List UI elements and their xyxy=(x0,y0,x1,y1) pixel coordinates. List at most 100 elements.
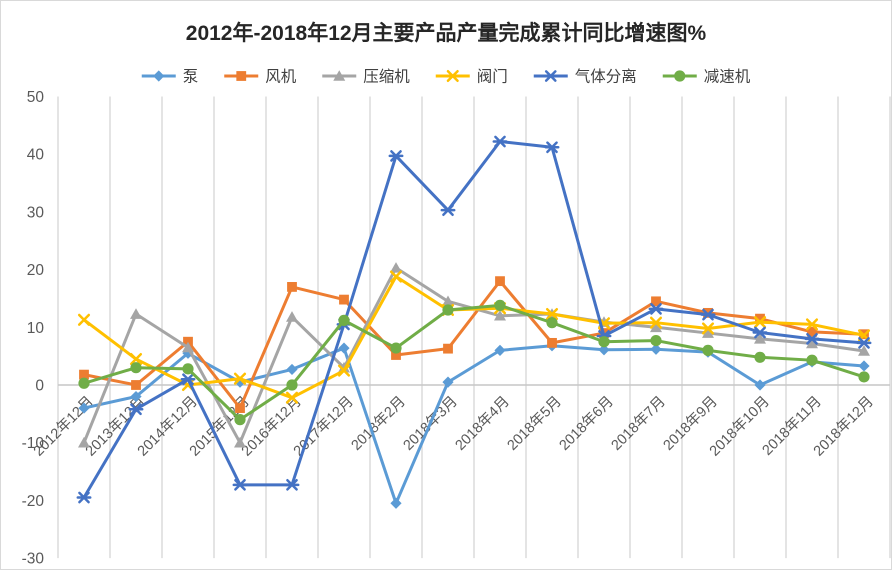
series-line xyxy=(82,279,866,410)
data-point-marker-diamond xyxy=(442,376,454,388)
data-point-marker-triangle xyxy=(806,337,818,349)
data-point-marker-diamond xyxy=(153,70,165,82)
data-point-marker-circle xyxy=(338,314,350,326)
chart-title: 2012年-2018年12月主要产品产量完成累计同比增速图% xyxy=(186,21,707,45)
data-point-marker-triangle xyxy=(182,341,194,353)
data-point-marker-asterisk xyxy=(284,478,300,491)
data-point-marker-circle xyxy=(78,377,90,389)
data-point-marker-x xyxy=(753,316,767,329)
data-point-marker-square xyxy=(391,350,401,360)
data-point-marker-diamond xyxy=(598,344,610,356)
y-axis-tick-label: 20 xyxy=(27,262,45,279)
legend: 泵 风机 压缩机 阀门 气体分离 减速机 xyxy=(141,68,751,86)
y-axis-tick-label: -30 xyxy=(22,551,45,568)
data-point-marker-diamond xyxy=(650,343,662,355)
data-point-marker-triangle xyxy=(650,321,662,333)
series-line xyxy=(82,303,866,422)
data-point-marker-circle xyxy=(182,363,194,375)
y-axis-tick-label: 40 xyxy=(27,147,45,164)
data-point-marker-circle xyxy=(806,354,818,366)
y-axis-tick-label: -20 xyxy=(22,493,45,510)
data-point-marker-circle xyxy=(494,299,506,311)
data-point-marker-square xyxy=(495,276,505,287)
data-point-marker-triangle xyxy=(234,436,246,448)
data-point-marker-asterisk xyxy=(388,150,404,162)
data-point-marker-x xyxy=(545,307,559,321)
y-axis-tick-label: 50 xyxy=(27,89,45,106)
data-point-marker-triangle xyxy=(754,333,766,344)
data-point-marker-square xyxy=(235,403,245,413)
data-point-marker-triangle xyxy=(494,309,506,321)
data-point-marker-circle xyxy=(130,362,142,374)
data-point-marker-asterisk xyxy=(543,70,559,82)
data-point-marker-triangle xyxy=(858,345,870,356)
data-point-marker-square xyxy=(131,380,141,390)
y-axis-tick-label: -10 xyxy=(22,435,45,452)
data-point-marker-x xyxy=(649,316,663,329)
data-point-marker-square xyxy=(755,313,765,324)
data-point-marker-diamond xyxy=(338,342,350,354)
data-point-marker-triangle xyxy=(286,311,298,322)
data-point-marker-diamond xyxy=(754,379,766,391)
data-point-marker-triangle xyxy=(78,436,90,448)
data-point-marker-asterisk xyxy=(232,478,248,491)
legend-label: 泵 xyxy=(183,69,199,86)
data-point-marker-x xyxy=(285,391,299,404)
data-point-marker-circle xyxy=(674,70,686,82)
series-line xyxy=(82,140,866,500)
data-point-marker-asterisk xyxy=(700,308,716,321)
data-point-marker-circle xyxy=(858,371,870,383)
y-axis-tick-label: 0 xyxy=(35,378,44,395)
data-point-marker-diamond xyxy=(858,360,870,372)
data-point-marker-diamond xyxy=(78,402,90,414)
data-point-marker-square xyxy=(339,294,349,305)
legend-label: 减速机 xyxy=(704,68,751,86)
data-point-marker-x xyxy=(233,372,247,385)
series-4 xyxy=(76,135,872,504)
legend-item: 压缩机 xyxy=(322,68,410,86)
data-point-marker-x xyxy=(129,352,143,366)
data-point-marker-diamond xyxy=(130,390,142,403)
data-point-marker-circle xyxy=(754,351,766,363)
legend-label: 气体分离 xyxy=(575,68,637,86)
data-point-marker-circle xyxy=(598,336,610,348)
data-point-marker-square xyxy=(547,337,557,348)
data-point-marker-circle xyxy=(702,344,714,356)
data-point-marker-triangle xyxy=(130,308,142,319)
data-point-marker-triangle xyxy=(333,70,346,81)
data-point-marker-square xyxy=(79,369,89,380)
data-point-marker-diamond xyxy=(286,363,298,376)
data-point-marker-triangle xyxy=(442,295,454,307)
legend-label: 阀门 xyxy=(477,68,508,86)
data-point-marker-diamond xyxy=(390,497,402,509)
series-line xyxy=(82,344,866,505)
legend-item: 泵 xyxy=(141,69,199,86)
data-point-marker-square xyxy=(651,296,661,307)
series-5 xyxy=(78,299,870,426)
legend-label: 压缩机 xyxy=(363,68,410,86)
data-point-marker-x xyxy=(77,313,91,326)
data-point-marker-circle xyxy=(286,379,298,391)
data-point-marker-triangle xyxy=(338,361,350,373)
data-point-marker-circle xyxy=(234,414,246,426)
data-point-marker-square xyxy=(443,343,453,354)
data-point-marker-triangle xyxy=(702,327,714,338)
data-point-marker-diamond xyxy=(494,344,506,356)
data-point-marker-square xyxy=(807,327,817,337)
data-point-marker-x xyxy=(701,322,715,335)
data-point-marker-circle xyxy=(442,304,454,316)
series-0 xyxy=(78,340,870,509)
data-point-marker-diamond xyxy=(182,347,194,359)
data-point-marker-asterisk xyxy=(76,491,92,504)
data-point-marker-x xyxy=(446,69,459,83)
data-point-marker-asterisk xyxy=(648,302,664,315)
data-point-marker-asterisk xyxy=(804,332,820,345)
legend-item: 风机 xyxy=(224,68,297,86)
legend-label: 风机 xyxy=(265,68,297,86)
data-point-marker-asterisk xyxy=(128,403,144,416)
data-point-marker-square xyxy=(236,71,247,81)
legend-item: 减速机 xyxy=(662,68,751,86)
data-point-marker-square xyxy=(287,282,297,292)
